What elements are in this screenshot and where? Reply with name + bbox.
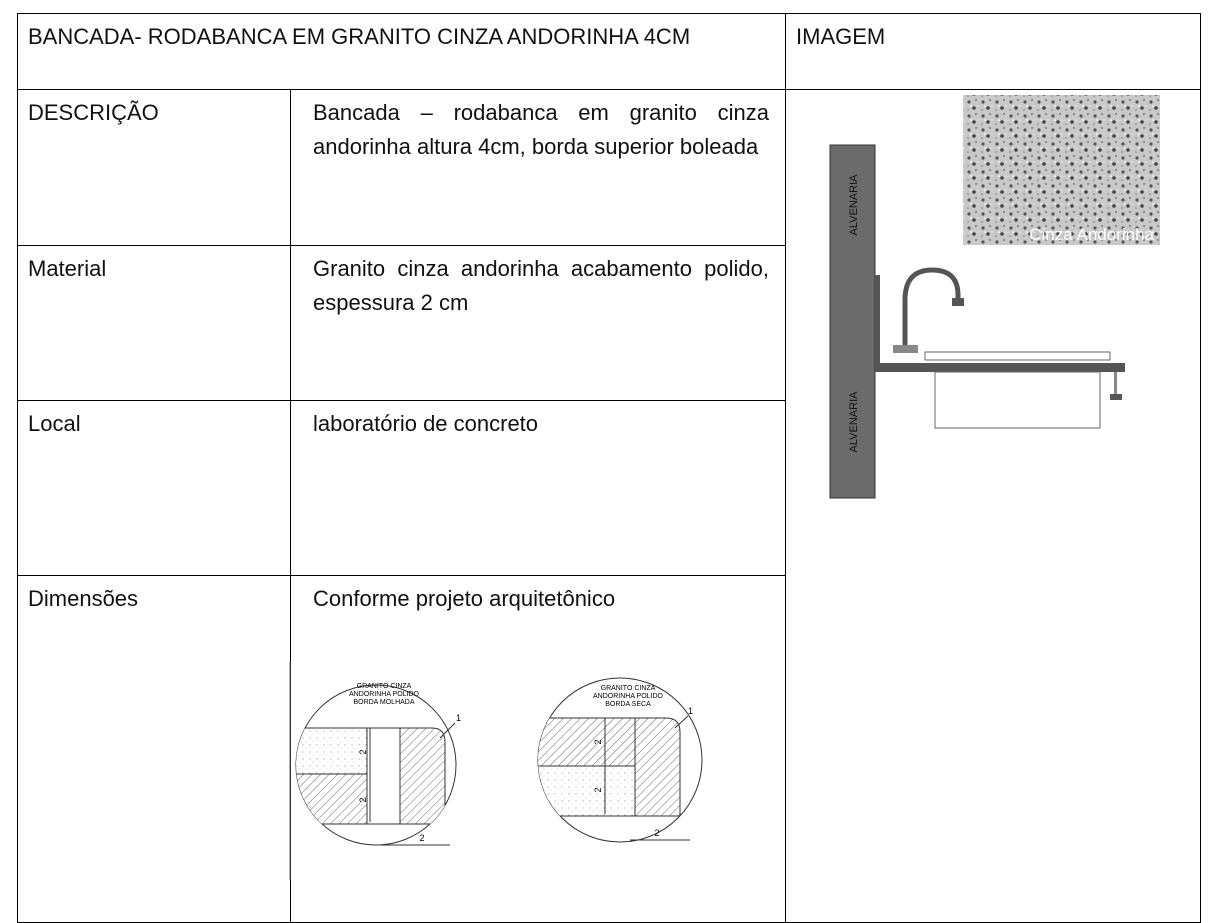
dim-label: 2 xyxy=(593,739,603,744)
dim-label: 1 xyxy=(456,713,461,723)
edge-detail: GRANITO CINZA ANDORINHA POLIDO BORDA MOL… xyxy=(289,662,461,880)
dim-label: 2 xyxy=(358,749,368,754)
detail-label: GRANITO CINZA xyxy=(357,683,412,690)
edge-detail: GRANITO CINZA ANDORINHA POLIDO BORDA SEC… xyxy=(537,677,703,843)
detail-label: BORDA SECA xyxy=(605,701,651,708)
detail-label: ANDORINHA POLIDO xyxy=(349,691,420,698)
row-label: DESCRIÇÃO xyxy=(17,89,291,246)
dim-label: 2 xyxy=(358,797,368,802)
dim-label: 2 xyxy=(593,787,603,792)
dim-label: 1 xyxy=(688,706,693,716)
detail-label: ANDORINHA POLIDO xyxy=(593,693,664,700)
detail-label: BORDA MOLHADA xyxy=(353,699,414,706)
dim-label: 2 xyxy=(419,833,424,843)
detail-label: GRANITO CINZA xyxy=(601,685,656,692)
bench-drawing: Cinza Andorinha ALVENARIA ALVENARIA xyxy=(829,95,1160,499)
wall-label: ALVENARIA xyxy=(848,391,860,453)
wall-label: ALVENARIA xyxy=(848,174,860,236)
dim-label: 2 xyxy=(654,828,659,838)
swatch-label: Cinza Andorinha xyxy=(1029,225,1154,244)
row-value: Granito cinza andorinha acabamento polid… xyxy=(290,245,786,401)
